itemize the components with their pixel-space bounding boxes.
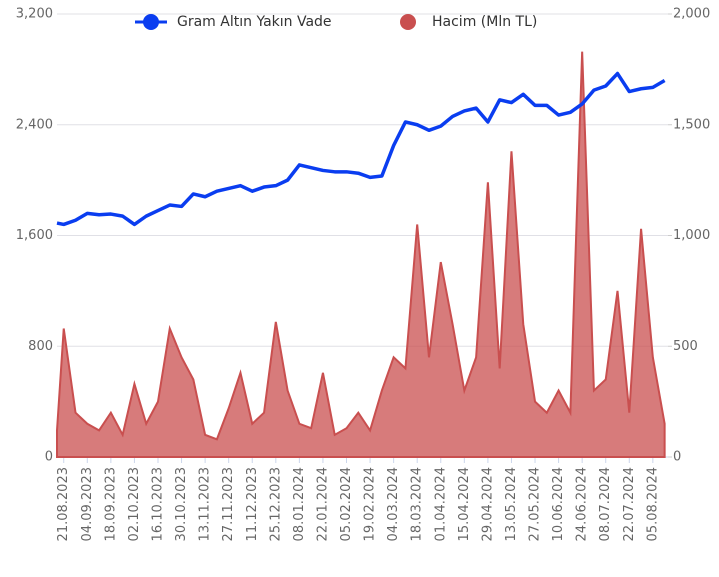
x-tick-label: 27.11.2023: [221, 467, 236, 541]
y-tick-label: 3,200: [16, 7, 53, 22]
y-tick-label: 0: [45, 450, 53, 465]
x-tick-label: 11.12.2023: [245, 467, 260, 541]
y-tick-label: 2,400: [16, 117, 53, 132]
x-tick-label: 19.02.2024: [363, 467, 378, 541]
y2-tick-label: 2,000: [673, 7, 710, 22]
x-tick-label: 08.01.2024: [292, 467, 307, 541]
x-tick-label: 24.06.2024: [575, 467, 590, 541]
y-tick-label: 800: [28, 339, 53, 354]
y2-tick-label: 500: [673, 339, 698, 354]
x-tick-label: 30.10.2023: [174, 467, 189, 541]
price-line: [56, 71, 666, 227]
x-tick-label: 18.09.2023: [103, 467, 118, 541]
y2-tick-label: 0: [673, 450, 681, 465]
x-tick-label: 04.09.2023: [80, 467, 95, 541]
legend-marker: [143, 14, 159, 30]
x-tick-label: 02.10.2023: [127, 467, 142, 541]
x-tick-label: 05.08.2024: [645, 467, 660, 541]
x-tick-label: 13.05.2024: [504, 467, 519, 541]
x-tick-label: 05.02.2024: [339, 467, 354, 541]
x-tick-label: 16.10.2023: [150, 467, 165, 541]
x-tick-label: 22.07.2024: [622, 467, 637, 541]
x-tick-label: 21.08.2023: [56, 467, 71, 541]
x-tick-label: 08.07.2024: [598, 467, 613, 541]
y-tick-label: 1,600: [16, 228, 53, 243]
x-tick-label: 29.04.2024: [480, 467, 495, 541]
x-tick-label: 27.05.2024: [528, 467, 543, 541]
x-tick-label: 01.04.2024: [433, 467, 448, 541]
legend-label[interactable]: Gram Altın Yakın Vade: [177, 14, 332, 30]
x-tick-label: 13.11.2023: [198, 467, 213, 541]
x-tick-label: 22.01.2024: [315, 467, 330, 541]
legend-label[interactable]: Hacim (Mln TL): [432, 14, 537, 30]
x-tick-label: 04.03.2024: [386, 467, 401, 541]
x-tick-label: 18.03.2024: [410, 467, 425, 541]
y2-tick-label: 1,500: [673, 117, 710, 132]
legend-marker: [400, 14, 416, 30]
volume-area: [56, 51, 666, 458]
x-tick-label: 15.04.2024: [457, 467, 472, 541]
x-tick-label: 10.06.2024: [551, 467, 566, 541]
y2-tick-label: 1,000: [673, 228, 710, 243]
x-tick-label: 25.12.2023: [268, 467, 283, 541]
